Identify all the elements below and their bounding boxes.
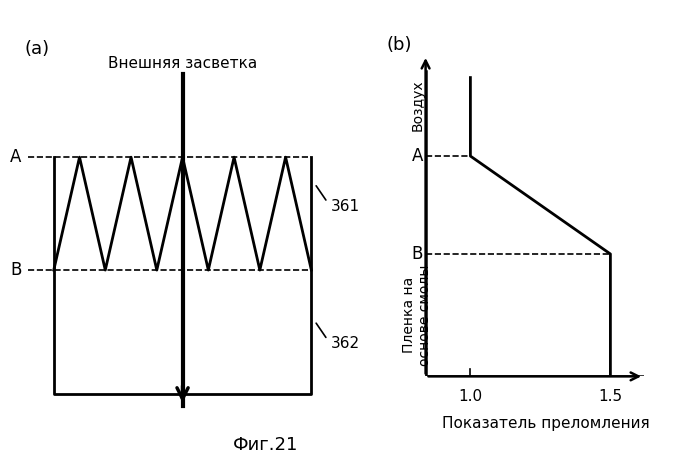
Text: A: A — [412, 147, 423, 165]
Text: B: B — [412, 245, 423, 263]
Text: 1.0: 1.0 — [458, 389, 482, 403]
Text: Внешняя засветка: Внешняя засветка — [108, 56, 257, 71]
Text: A: A — [10, 148, 22, 166]
Text: (b): (b) — [386, 36, 412, 54]
Text: (a): (a) — [25, 40, 50, 58]
Text: 361: 361 — [330, 199, 360, 213]
Text: 362: 362 — [330, 336, 360, 351]
Text: Показатель преломления: Показатель преломления — [442, 416, 650, 431]
Text: Пленка на
основе смолы: Пленка на основе смолы — [402, 264, 433, 366]
Text: B: B — [10, 261, 22, 279]
Text: Фиг.21: Фиг.21 — [233, 437, 299, 454]
Text: Воздух: Воздух — [410, 80, 424, 131]
Text: 1.5: 1.5 — [598, 389, 622, 403]
